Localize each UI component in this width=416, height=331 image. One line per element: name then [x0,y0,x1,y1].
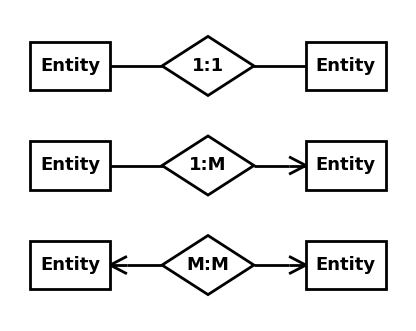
Bar [30,241,110,289]
Text: Entity: Entity [40,256,100,274]
Bar [306,241,386,289]
Polygon shape [162,136,254,195]
Text: Entity: Entity [40,57,100,75]
Bar [306,42,386,90]
Text: 1:1: 1:1 [192,57,224,75]
Polygon shape [162,36,254,96]
Text: Entity: Entity [316,256,376,274]
Text: Entity: Entity [316,57,376,75]
Text: Entity: Entity [40,157,100,174]
Text: 1:M: 1:M [189,157,227,174]
Text: M:M: M:M [186,256,230,274]
Bar [30,42,110,90]
Bar [30,141,110,190]
Bar [306,141,386,190]
Text: Entity: Entity [316,157,376,174]
Polygon shape [162,236,254,295]
